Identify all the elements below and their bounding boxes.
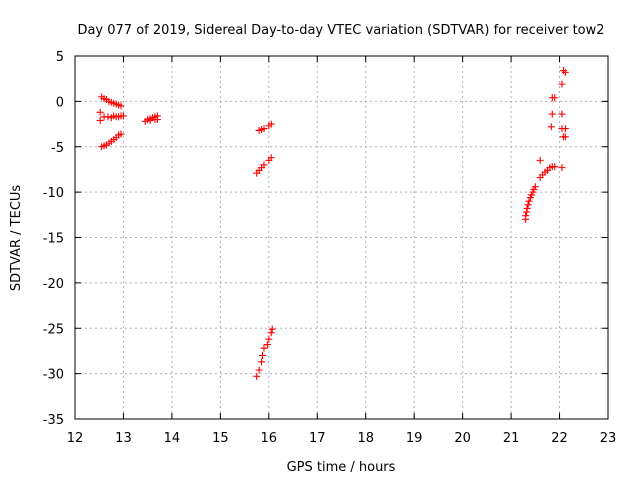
data-point bbox=[153, 116, 161, 124]
x-tick-label: 23 bbox=[600, 431, 617, 446]
series-arc-1 bbox=[98, 93, 125, 110]
chart-title: Day 077 of 2019, Sidereal Day-to-day VTE… bbox=[77, 23, 604, 38]
x-tick-label: 16 bbox=[261, 431, 278, 446]
data-point bbox=[267, 120, 275, 128]
x-tick-label: 14 bbox=[164, 431, 181, 446]
series-arc-8 bbox=[522, 156, 566, 223]
data-point bbox=[531, 183, 539, 191]
data-point bbox=[523, 204, 531, 212]
data-point bbox=[548, 110, 556, 118]
x-tick-label: 18 bbox=[357, 431, 374, 446]
y-axis-label: SDTVAR / TECUs bbox=[9, 185, 24, 292]
series-arc-9 bbox=[547, 67, 569, 141]
data-point bbox=[525, 197, 533, 205]
y-tick-label: 0 bbox=[56, 95, 64, 110]
plot-frame bbox=[74, 55, 609, 420]
data-point bbox=[96, 108, 104, 116]
x-tick-label: 20 bbox=[454, 431, 471, 446]
data-point bbox=[119, 112, 127, 120]
series-arc-5 bbox=[255, 120, 275, 134]
data-point bbox=[259, 351, 267, 359]
data-point bbox=[260, 125, 268, 133]
x-tick-label: 22 bbox=[551, 431, 568, 446]
data-point bbox=[117, 102, 125, 110]
data-point bbox=[522, 212, 530, 220]
data-points bbox=[96, 67, 569, 380]
x-tick-label: 19 bbox=[406, 431, 423, 446]
data-point bbox=[536, 156, 544, 164]
x-axis-label: GPS time / hours bbox=[287, 460, 396, 475]
data-point bbox=[561, 68, 569, 76]
x-tick-label: 13 bbox=[115, 431, 132, 446]
data-point bbox=[558, 164, 566, 172]
grid-lines bbox=[75, 56, 608, 419]
data-point bbox=[551, 94, 559, 102]
data-point bbox=[558, 80, 566, 88]
y-tick-label: -20 bbox=[43, 277, 64, 292]
data-point bbox=[561, 133, 569, 141]
data-point bbox=[561, 125, 569, 133]
data-point bbox=[551, 163, 559, 171]
data-point bbox=[260, 161, 268, 169]
data-point bbox=[268, 325, 276, 333]
y-tick-label: -30 bbox=[43, 368, 64, 383]
data-point bbox=[558, 110, 566, 118]
x-tick-label: 21 bbox=[503, 431, 520, 446]
y-tick-labels: 5 0 -5 -10 -15 -20 -25 -30 -35 bbox=[43, 50, 64, 428]
series-arc-3 bbox=[98, 130, 125, 151]
series-arc-4 bbox=[141, 112, 161, 125]
series-arc-7 bbox=[253, 325, 276, 380]
data-point bbox=[255, 366, 263, 374]
data-point bbox=[146, 116, 154, 124]
data-point bbox=[267, 154, 275, 162]
data-point bbox=[260, 344, 268, 352]
y-tick-label: -35 bbox=[43, 413, 64, 428]
x-tick-label: 12 bbox=[67, 431, 84, 446]
x-tick-labels: 12 13 14 15 16 17 18 19 20 21 22 23 bbox=[67, 431, 617, 446]
data-point bbox=[265, 335, 273, 343]
y-tick-label: -15 bbox=[43, 232, 64, 247]
y-tick-label: -5 bbox=[51, 141, 64, 156]
data-point bbox=[258, 358, 266, 366]
series-arc-2 bbox=[96, 108, 127, 124]
data-point bbox=[117, 130, 125, 138]
data-point bbox=[263, 341, 271, 349]
data-point bbox=[524, 201, 532, 209]
x-tick-label: 17 bbox=[309, 431, 326, 446]
y-tick-label: 5 bbox=[56, 50, 64, 65]
data-point bbox=[104, 113, 112, 121]
y-tick-label: -25 bbox=[43, 322, 64, 337]
data-point bbox=[253, 372, 261, 380]
y-tick-label: -10 bbox=[43, 186, 64, 201]
x-tick-label: 15 bbox=[212, 431, 229, 446]
data-point bbox=[96, 116, 104, 124]
data-point bbox=[547, 123, 555, 131]
series-arc-6 bbox=[253, 154, 275, 177]
data-point bbox=[267, 329, 275, 337]
